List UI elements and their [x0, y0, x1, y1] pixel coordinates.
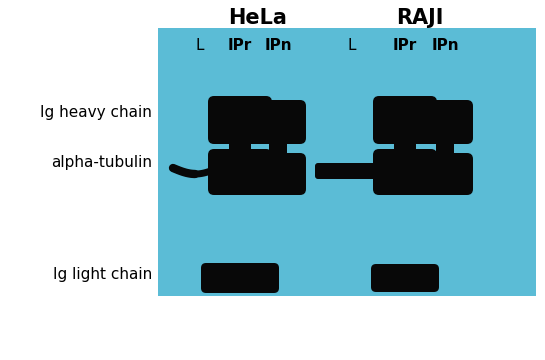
Text: Ig heavy chain: Ig heavy chain: [40, 104, 152, 120]
Bar: [158, 28, 536, 296]
Bar: [436, 138, 454, 159]
Bar: [269, 138, 287, 159]
FancyBboxPatch shape: [250, 153, 306, 195]
Text: IPn: IPn: [264, 37, 292, 53]
FancyBboxPatch shape: [315, 163, 389, 179]
FancyBboxPatch shape: [250, 100, 306, 144]
Bar: [229, 138, 251, 155]
Text: RAJI: RAJI: [396, 8, 444, 28]
Text: Ig light chain: Ig light chain: [53, 267, 152, 283]
Text: L: L: [348, 37, 356, 53]
FancyBboxPatch shape: [417, 153, 473, 195]
Text: alpha-tubulin: alpha-tubulin: [51, 154, 152, 170]
FancyBboxPatch shape: [371, 264, 439, 292]
FancyBboxPatch shape: [373, 149, 437, 195]
Text: IPn: IPn: [431, 37, 459, 53]
Text: L: L: [196, 37, 204, 53]
FancyBboxPatch shape: [373, 96, 437, 144]
Text: IPr: IPr: [228, 37, 252, 53]
FancyBboxPatch shape: [201, 263, 279, 293]
Text: IPr: IPr: [393, 37, 417, 53]
FancyBboxPatch shape: [417, 100, 473, 144]
FancyBboxPatch shape: [208, 96, 272, 144]
Text: HeLa: HeLa: [228, 8, 287, 28]
Bar: [394, 138, 416, 155]
FancyBboxPatch shape: [208, 149, 272, 195]
